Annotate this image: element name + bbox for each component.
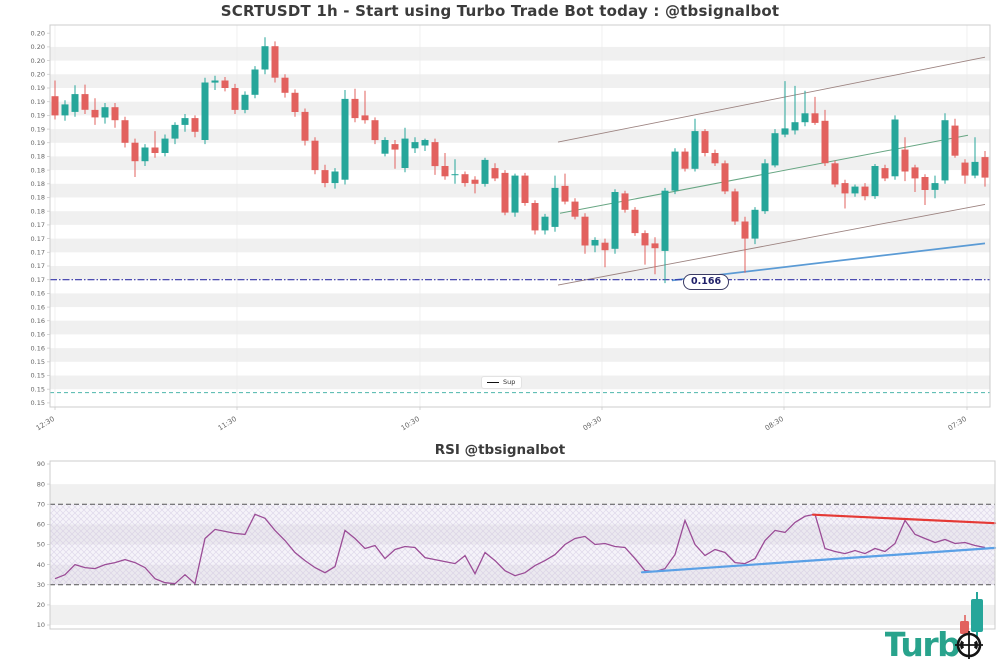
rsi-y-axis: 90 80 70 60 50 40 30 20 10 [37,460,50,629]
svg-text:0.19: 0.19 [31,84,45,92]
rsi-line [54,513,986,585]
svg-text:0.19: 0.19 [31,139,45,147]
svg-text:20: 20 [37,601,45,609]
svg-text:0.18: 0.18 [31,180,45,188]
svg-text:10: 10 [37,621,45,629]
target-icon [955,631,983,659]
svg-text:50: 50 [37,541,45,549]
svg-text:60: 60 [37,521,45,529]
support-price-annotation: 0.166 [683,274,730,291]
svg-text:0.18: 0.18 [31,194,45,202]
page-title: SCRTUSDT 1h - Start using Turbo Trade Bo… [220,2,780,20]
svg-text:0.20: 0.20 [31,43,45,51]
svg-text:0.19: 0.19 [31,125,45,133]
svg-text:0.15: 0.15 [31,372,45,380]
svg-text:0.17: 0.17 [31,235,45,243]
rsi-title: RSI @tbsignalbot [434,442,566,458]
svg-text:0.15: 0.15 [31,399,45,407]
svg-text:80: 80 [37,480,45,488]
y-axis: 0.20 0.20 0.20 0.20 0.19 0.19 0.19 0.19 0.19 0.18… [31,29,50,407]
lower-channel [557,203,986,286]
svg-text:40: 40 [37,561,45,569]
svg-text:0.15: 0.15 [31,358,45,366]
rsi-support-blue [640,546,997,574]
turbo-logo: Turb [885,592,983,664]
svg-text:0.19: 0.19 [31,98,45,106]
svg-text:0.16: 0.16 [31,344,45,352]
svg-text:0.17: 0.17 [31,262,45,270]
svg-text:0.20: 0.20 [31,57,45,65]
svg-text:0.18: 0.18 [31,207,45,215]
svg-text:0.18: 0.18 [31,166,45,174]
svg-text:0.15: 0.15 [31,385,45,393]
svg-text:0.16: 0.16 [31,317,45,325]
svg-text:0.20: 0.20 [31,71,45,79]
svg-text:90: 90 [37,460,45,468]
svg-text:0.17: 0.17 [31,221,45,229]
svg-text:0.16: 0.16 [31,303,45,311]
candlestick-layer [51,37,989,284]
svg-text:30: 30 [37,581,45,589]
candlestick-icon [960,592,983,640]
legend: Sup [481,376,523,389]
svg-text:0.20: 0.20 [31,29,45,37]
svg-text:0.19: 0.19 [31,112,45,120]
svg-text:0.16: 0.16 [31,331,45,339]
rsi-stripes [50,484,995,625]
svg-text:0.17: 0.17 [31,249,45,257]
legend-label: Sup [503,378,516,386]
svg-text:0.17: 0.17 [31,276,45,284]
svg-text:70: 70 [37,501,45,509]
legend-line-icon [487,381,499,383]
rsi-resistance-red [811,513,997,525]
logo-wordmark: Turb [885,625,960,664]
svg-text:0.18: 0.18 [31,153,45,161]
upper-channel [557,56,986,143]
svg-text:0.16: 0.16 [31,290,45,298]
